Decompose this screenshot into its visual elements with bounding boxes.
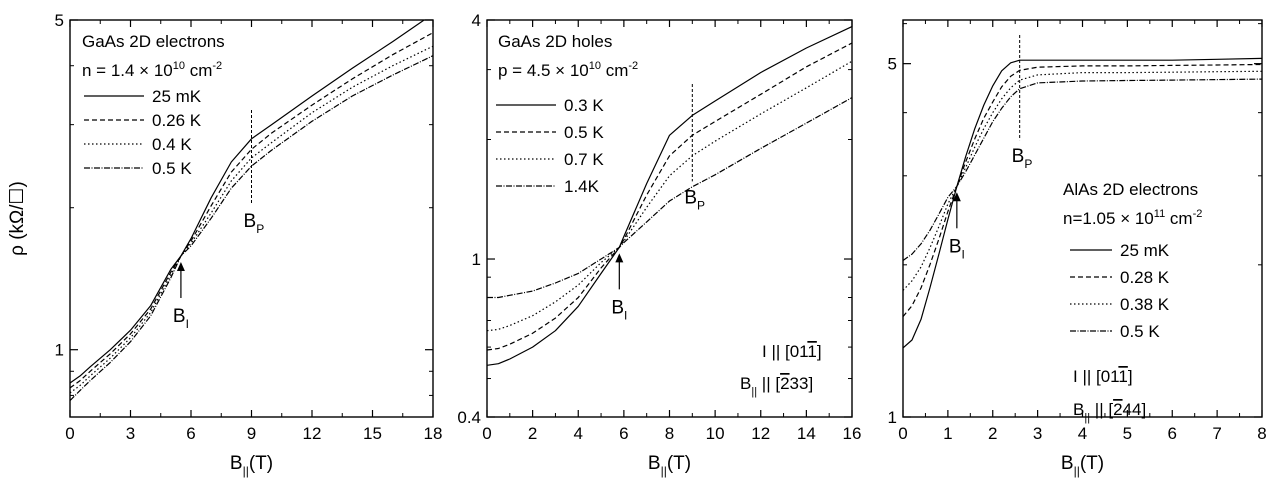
density-label: n = 1.4 × 1010 cm-2 [82, 60, 222, 80]
x-tick-label: 1 [943, 424, 952, 443]
x-tick-label: 0 [65, 424, 74, 443]
bi-arrow-head [176, 261, 185, 271]
y-tick-label: 1 [55, 341, 64, 360]
x-tick-label: 5 [1123, 424, 1132, 443]
x-tick-label: 0 [482, 424, 491, 443]
sample-title: GaAs 2D holes [498, 32, 612, 51]
y-tick-label: 4 [472, 11, 481, 30]
x-tick-label: 10 [706, 424, 725, 443]
density-label: n=1.05 × 1011 cm-2 [1063, 208, 1202, 228]
bi-label: BI [173, 306, 189, 331]
x-tick-label: 6 [1168, 424, 1177, 443]
x-tick-label: 3 [1033, 424, 1042, 443]
bi-arrow-head [615, 253, 624, 263]
bp-label: BP [244, 211, 265, 236]
x-tick-label: 18 [424, 424, 443, 443]
x-tick-label: 6 [619, 424, 628, 443]
x-tick-label: 16 [843, 424, 862, 443]
x-tick-label: 0 [898, 424, 907, 443]
sample-title: GaAs 2D electrons [82, 32, 225, 51]
bi-arrow-head [952, 192, 961, 202]
series-line-4 [903, 78, 1262, 261]
x-tick-label: 3 [126, 424, 135, 443]
x-tick-label: 8 [1257, 424, 1266, 443]
field-direction: B|| || [244] [1073, 400, 1146, 424]
x-tick-label: 9 [247, 424, 256, 443]
series-line-1 [903, 57, 1262, 349]
series-line-2 [487, 42, 852, 351]
series-line-4 [70, 55, 433, 402]
y-tick-label: 5 [888, 55, 897, 74]
series-line-2 [903, 63, 1262, 317]
x-axis-label: B||(T) [230, 453, 273, 478]
x-tick-label: 12 [303, 424, 322, 443]
legend-label-1: 25 mK [152, 87, 202, 106]
y-tick-label: 1 [888, 408, 897, 427]
x-tick-label: 6 [186, 424, 195, 443]
x-tick-label: 2 [988, 424, 997, 443]
legend-label-2: 0.5 K [564, 123, 604, 142]
y-tick-label: 0.4 [457, 408, 481, 427]
x-tick-label: 15 [363, 424, 382, 443]
field-direction: B|| || [233] [740, 374, 813, 398]
x-tick-label: 7 [1212, 424, 1221, 443]
series-group [70, 20, 433, 402]
bp-label: BP [684, 187, 705, 212]
y-axis-label: ρ (kΩ/☐) [7, 181, 28, 256]
x-tick-label: 14 [797, 424, 816, 443]
current-direction: I || [011] [1073, 367, 1133, 386]
bi-label: BI [949, 236, 965, 261]
legend-label-4: 0.5 K [152, 159, 192, 178]
legend-label-1: 25 mK [1120, 241, 1170, 260]
legend-label-2: 0.26 K [152, 111, 202, 130]
legend-label-3: 0.38 K [1120, 295, 1170, 314]
legend-label-1: 0.3 K [564, 96, 604, 115]
series-line-3 [487, 60, 852, 332]
legend-label-3: 0.7 K [564, 150, 604, 169]
y-tick-label: 1 [472, 250, 481, 269]
legend-label-4: 0.5 K [1120, 322, 1160, 341]
series-line-4 [487, 97, 852, 299]
x-tick-label: 8 [665, 424, 674, 443]
x-tick-label: 2 [528, 424, 537, 443]
bp-label: BP [1012, 146, 1033, 171]
bi-label: BI [611, 297, 627, 322]
x-tick-label: 4 [574, 424, 583, 443]
series-line-2 [70, 32, 433, 389]
sample-title: AlAs 2D electrons [1063, 180, 1198, 199]
series-group [487, 26, 852, 366]
series-line-1 [487, 26, 852, 366]
series-line-1 [70, 20, 426, 384]
series-group [903, 57, 1262, 349]
x-tick-label: 4 [1078, 424, 1087, 443]
x-tick-label: 12 [751, 424, 770, 443]
x-axis-label: B||(T) [1061, 453, 1104, 478]
x-axis-label: B||(T) [648, 453, 691, 478]
legend-label-3: 0.4 K [152, 135, 192, 154]
density-label: p = 4.5 × 1010 cm-2 [498, 60, 638, 80]
current-direction: I || [011] [762, 342, 822, 361]
y-tick-label: 5 [55, 11, 64, 30]
legend-label-4: 1.4K [564, 177, 600, 196]
legend-label-2: 0.28 K [1120, 268, 1170, 287]
series-line-3 [70, 45, 433, 394]
